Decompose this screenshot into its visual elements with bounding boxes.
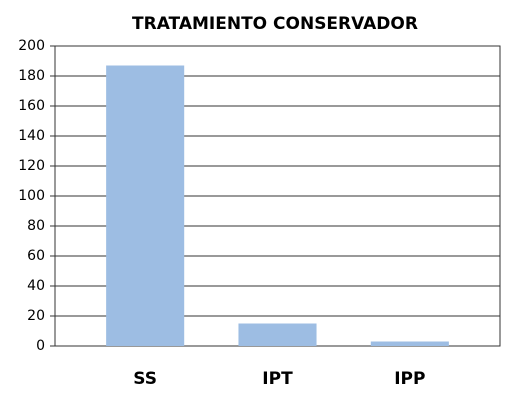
chart-title: TRATAMIENTO CONSERVADOR [132, 14, 418, 34]
y-tick-label: 20 [27, 308, 45, 324]
bar [238, 323, 317, 346]
y-tick-label: 80 [27, 218, 45, 234]
y-tick-label: 60 [27, 248, 45, 264]
y-tick-label: 40 [27, 278, 45, 294]
y-tick-label: 0 [36, 338, 45, 354]
bar [370, 341, 449, 346]
x-tick-label: IPT [262, 369, 293, 389]
y-tick-label: 180 [18, 68, 45, 84]
x-tick-label: SS [133, 369, 157, 389]
y-tick-label: 160 [18, 98, 45, 114]
bar [106, 65, 185, 346]
x-tick-label: IPP [394, 369, 425, 389]
y-tick-label: 200 [18, 38, 45, 54]
y-tick-label: 120 [18, 158, 45, 174]
y-tick-label: 140 [18, 128, 45, 144]
y-tick-label: 100 [18, 188, 45, 204]
